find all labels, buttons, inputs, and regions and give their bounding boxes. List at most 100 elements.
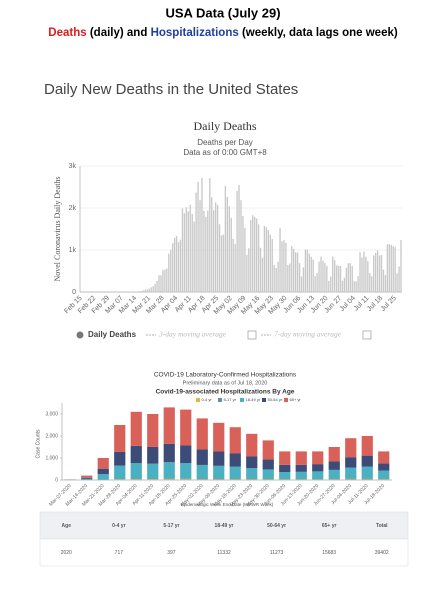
bar-segment xyxy=(312,464,324,472)
bar xyxy=(199,200,201,292)
bar-segment xyxy=(147,463,159,480)
legend-label: 5-17 yr xyxy=(224,397,237,402)
bar xyxy=(226,197,229,292)
bar xyxy=(230,217,232,292)
y-tick-label: 0 xyxy=(72,289,76,296)
bar xyxy=(374,253,377,292)
legend-swatch xyxy=(262,398,266,402)
bar xyxy=(384,274,387,292)
bar xyxy=(255,218,258,292)
bar xyxy=(156,280,158,292)
bar-segment xyxy=(361,479,373,480)
bar xyxy=(378,255,381,292)
bar xyxy=(388,244,390,292)
bar xyxy=(232,238,234,292)
bar xyxy=(289,263,291,292)
table-row xyxy=(39,538,409,567)
bar xyxy=(269,234,271,292)
bar xyxy=(211,197,213,292)
bar-segment xyxy=(196,479,208,480)
bar xyxy=(357,276,359,292)
y-tick-label: 3k xyxy=(69,163,77,170)
bar xyxy=(267,230,270,292)
bar-segment xyxy=(130,411,142,446)
chart-title: Daily Deaths xyxy=(194,119,257,133)
bar xyxy=(300,276,303,292)
legend-label: 50-64 yr xyxy=(268,397,283,402)
bar xyxy=(373,255,375,292)
legend-checkbox[interactable] xyxy=(247,330,257,340)
bar xyxy=(339,266,342,292)
bar xyxy=(333,260,336,292)
bar-segment xyxy=(180,463,192,479)
bar xyxy=(291,246,293,292)
bar xyxy=(320,256,322,292)
bar xyxy=(242,216,244,292)
bar-segment xyxy=(295,471,307,480)
bar xyxy=(212,210,215,292)
bar xyxy=(382,269,385,292)
bar xyxy=(257,224,260,292)
bar xyxy=(207,210,209,292)
legend-checkbox[interactable] xyxy=(362,330,372,340)
bar xyxy=(308,253,310,292)
bar xyxy=(312,259,314,292)
bar xyxy=(359,252,361,292)
bar-segment xyxy=(328,447,340,462)
bar xyxy=(261,257,264,292)
table-header-cell: 18-49 yr xyxy=(215,523,234,529)
bar xyxy=(158,275,160,292)
bar-segment xyxy=(295,451,307,465)
bar xyxy=(361,257,363,292)
bar-segment xyxy=(279,451,291,465)
bar xyxy=(187,211,189,292)
bar xyxy=(146,289,149,292)
y-tick-label: 2,000 xyxy=(45,433,58,439)
y-tick-label: 2k xyxy=(69,205,77,212)
legend-label: 0-4 yr xyxy=(202,397,213,402)
table-cell: 397 xyxy=(167,550,176,556)
bar-segment xyxy=(97,474,109,480)
bar-segment xyxy=(246,456,258,469)
bar xyxy=(142,290,145,292)
bar-segment xyxy=(262,440,274,460)
legend-label: 3-day moving average xyxy=(158,330,227,339)
bar-segment xyxy=(114,425,126,452)
bar xyxy=(376,250,379,292)
subtitle-part: Hospitalizations xyxy=(151,27,239,39)
bar-segment xyxy=(279,472,291,480)
bar xyxy=(209,178,211,292)
bar xyxy=(283,240,285,292)
legend-label: 65+ yr xyxy=(290,397,302,402)
bar-segment xyxy=(328,461,340,470)
bar xyxy=(234,244,236,292)
bar xyxy=(351,266,353,292)
table-header-cell: 50-64 yr xyxy=(267,523,286,529)
bar xyxy=(138,291,141,292)
bar xyxy=(160,275,162,292)
bar xyxy=(400,239,402,292)
bar xyxy=(386,244,389,292)
bar xyxy=(322,260,324,292)
bar xyxy=(369,273,371,292)
bar-segment xyxy=(262,459,274,470)
bar xyxy=(265,227,268,292)
bar xyxy=(240,200,242,292)
bar xyxy=(332,256,334,292)
bar xyxy=(170,249,172,292)
y-tick-label: 3,000 xyxy=(45,411,58,417)
bar xyxy=(248,248,250,292)
bar xyxy=(218,224,221,292)
bar-segment xyxy=(180,445,192,464)
bar xyxy=(144,289,147,292)
legend-label: 18-49 yr xyxy=(246,397,261,402)
bar xyxy=(363,251,365,292)
bar-segment xyxy=(180,479,192,480)
bar-segment xyxy=(213,422,225,452)
bar xyxy=(287,264,289,292)
bar xyxy=(277,261,279,292)
bar xyxy=(185,207,188,292)
legend-marker xyxy=(76,331,84,339)
bar-segment xyxy=(279,464,291,473)
